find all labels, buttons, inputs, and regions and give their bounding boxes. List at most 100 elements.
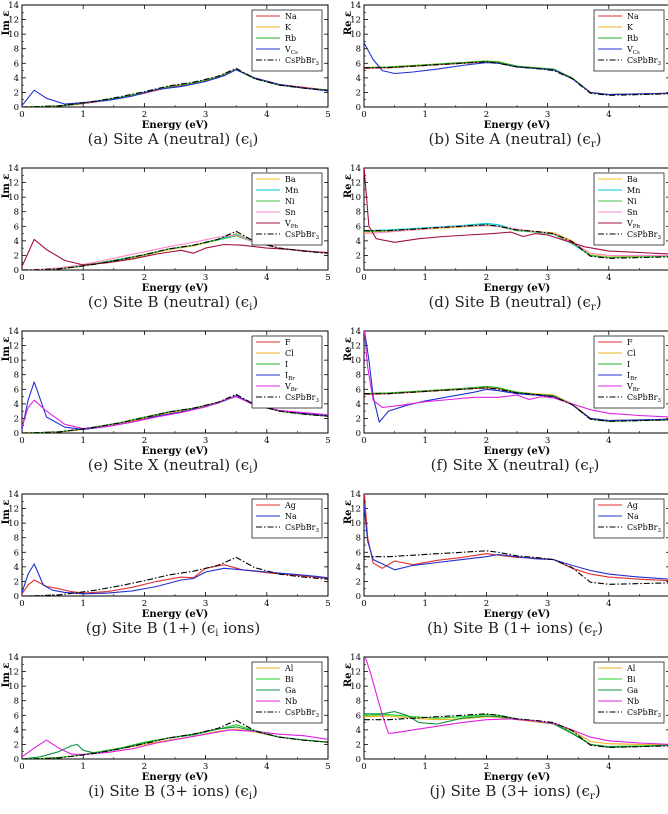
x-tick-label: 3 [545,762,550,772]
panel-caption: (g) Site B (1+) (ϵi ions) [86,619,260,639]
series-line-rb [22,69,328,107]
y-tick-label: 14 [350,327,361,337]
legend: Al Bi Ga Nb CsPbBr3 [251,661,323,724]
series-line-cspbbr3 [22,67,328,107]
series-line-k [22,68,328,107]
series-line-na [364,504,668,580]
series-line-ga [364,711,668,748]
y-axis-label: Re ε [343,663,354,687]
x-tick-label: 4 [264,599,269,609]
y-tick-label: 8 [356,45,361,55]
legend-label: Ga [285,686,296,695]
x-tick-label: 4 [606,762,611,772]
x-tick-label: 0 [19,436,24,446]
legend-label-subscript: Br [291,387,298,393]
series-line-sn [364,225,668,256]
series-line-na [22,68,328,107]
legend-label-subscript: 3 [315,235,319,241]
series-line-cspbbr3 [22,719,328,759]
legend-box [593,9,665,72]
legend-label: Ni [285,197,295,206]
y-tick-label: 2 [14,251,19,261]
series-group [22,719,328,759]
x-tick-label: 0 [361,762,366,772]
y-tick-label: 2 [356,740,361,750]
y-tick-label: 0 [356,592,361,602]
x-tick-label: 2 [142,110,147,120]
series-line-nb [22,729,328,758]
y-tick-label: 14 [8,164,19,174]
series-line-cspbbr3 [364,387,668,422]
y-tick-label: 4 [356,726,361,736]
series-line-cspbbr3 [364,61,668,96]
legend-label: IBr [627,371,637,382]
y-axis-label: Im ε [1,174,12,199]
legend-label-subscript: 3 [657,398,661,404]
y-tick-label: 2 [356,88,361,98]
series-group [364,331,668,423]
y-tick-label: 10 [350,193,361,203]
series-group [364,42,668,96]
y-tick-label: 14 [8,653,19,663]
legend-label-subscript: 3 [657,235,661,241]
legend-label-subscript: 3 [315,528,319,534]
panel-caption: (h) Site B (1+ ions) (ϵr) [427,619,603,639]
series-group [364,494,668,585]
x-tick-label: 3 [545,599,550,609]
x-axis-label: Energy (eV) [484,446,550,457]
x-tick-label: 0 [19,599,24,609]
legend-label: Ag [284,501,296,510]
series-line-vcs [22,69,328,106]
legend-label: VCs [284,45,298,56]
x-tick-label: 2 [484,762,489,772]
y-tick-label: 12 [350,668,361,678]
y-tick-label: 0 [14,755,19,765]
legend-label: F [285,338,291,347]
y-tick-label: 8 [14,697,19,707]
panel-caption: (e) Site X (neutral) (ϵi) [88,456,258,476]
y-axis-label: Im ε [1,500,12,525]
series-line-ag [364,494,668,582]
legend-label: K [285,23,292,32]
x-tick-label: 4 [264,762,269,772]
legend-label-subscript: Br [288,376,295,382]
y-tick-label: 10 [8,30,19,40]
y-tick-label: 10 [350,682,361,692]
series-group [22,230,328,270]
legend-label-subscript: Br [633,387,640,393]
legend-label: F [627,338,633,347]
series-line-cspbbr3 [364,224,668,259]
series-line-cspbbr3 [364,550,668,585]
legend-label: Rb [627,34,638,43]
y-axis-label: Re ε [343,174,354,198]
legend-label: Rb [285,34,296,43]
legend-label-subscript: Pb [291,224,299,230]
x-tick-label: 0 [19,273,24,283]
y-tick-label: 12 [8,505,19,515]
series-line-ga [22,726,328,759]
y-tick-label: 12 [350,179,361,189]
series-line-ag [22,564,328,595]
x-tick-label: 1 [422,110,427,120]
y-axis-label: Im ε [1,337,12,362]
legend-box [593,172,665,246]
legend-label: Al [626,664,636,673]
legend-label: Ba [285,175,296,184]
x-axis-label: Energy (eV) [484,609,550,620]
x-tick-label: 2 [484,110,489,120]
legend-label-subscript: 3 [657,713,661,719]
y-axis-label: Im ε [1,11,12,36]
series-group [364,168,668,259]
x-tick-label: 0 [19,762,24,772]
legend-label-subscript: Br [630,376,637,382]
x-tick-label: 0 [361,273,366,283]
panel-caption: (j) Site B (3+ ions) (ϵr) [429,782,600,802]
y-tick-label: 2 [14,740,19,750]
y-tick-label: 4 [14,726,19,736]
x-tick-label: 2 [484,599,489,609]
legend-label: CsPbBr3 [285,393,319,404]
